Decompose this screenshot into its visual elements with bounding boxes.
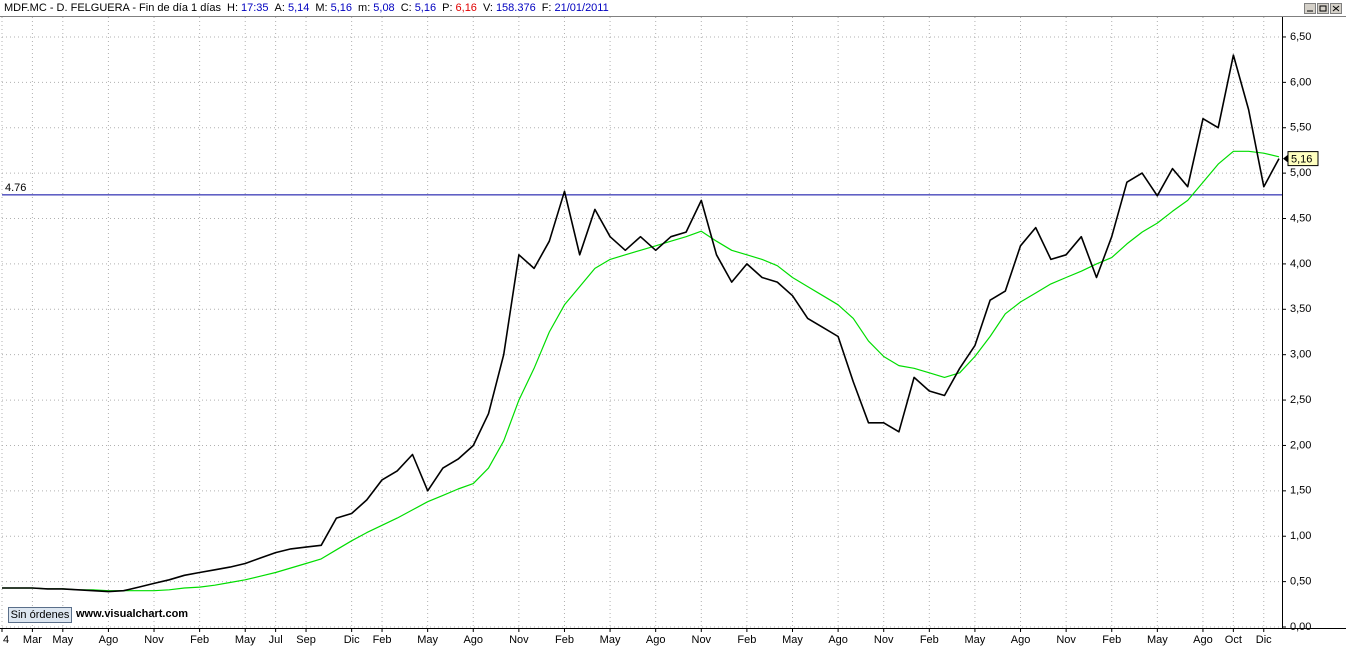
x-tick-label: May (417, 634, 438, 646)
orders-button[interactable] (8, 607, 72, 623)
field-label: M: (315, 2, 327, 14)
minimize-button[interactable] (1304, 3, 1316, 14)
field-label: H: (227, 2, 238, 14)
x-tick-label: Nov (1056, 634, 1076, 646)
field-label: A: (275, 2, 285, 14)
y-tick-label: 0,50 (1290, 576, 1311, 588)
y-tick-label: 3,00 (1290, 349, 1311, 361)
y-tick-label: 3,50 (1290, 303, 1311, 315)
x-tick-label: Jul (269, 634, 283, 646)
x-tick-label: Oct (1225, 634, 1242, 646)
field-value: 5,16 (415, 2, 436, 14)
header: MDF.MC - D. FELGUERA - Fin de día 1 días… (4, 2, 609, 14)
x-tick-label: Dic (1256, 634, 1272, 646)
x-tick-label: Nov (874, 634, 894, 646)
field-value: 6,16 (456, 2, 477, 14)
x-tick-label: May (52, 634, 73, 646)
close-icon (1332, 5, 1340, 12)
x-tick-label: May (600, 634, 621, 646)
last-price-box (1287, 151, 1319, 167)
x-tick-label: Feb (737, 634, 756, 646)
x-tick-label: Feb (373, 634, 392, 646)
x-tick-label: Dic (344, 634, 360, 646)
x-tick-label: Feb (1102, 634, 1121, 646)
x-tick-label: Ago (1011, 634, 1031, 646)
watermark: www.visualchart.com (75, 608, 188, 620)
y-tick-label: 5,50 (1290, 122, 1311, 134)
maximize-icon (1319, 5, 1327, 12)
header-text: MDF.MC - D. FELGUERA - Fin de día 1 días… (4, 2, 609, 14)
field-value: 17:35 (241, 2, 269, 14)
field-label: V: (483, 2, 493, 14)
x-tick-label: Ago (828, 634, 848, 646)
x-tick-label: Feb (190, 634, 209, 646)
x-tick-label: Ago (1193, 634, 1213, 646)
x-tick-label: Ago (99, 634, 119, 646)
field-value: 158.376 (496, 2, 536, 14)
price-line (2, 54, 1280, 593)
x-tick-label: Nov (509, 634, 529, 646)
x-tick-label: May (1147, 634, 1168, 646)
x-tick-label: May (965, 634, 986, 646)
field-label: P: (442, 2, 452, 14)
y-tick-label: 1,50 (1290, 485, 1311, 497)
field-value: 5,14 (288, 2, 309, 14)
y-tick-label: 4,00 (1290, 258, 1311, 270)
x-tick-label: Nov (692, 634, 712, 646)
x-tick-label: 4 (3, 634, 9, 646)
field-value: 5,16 (331, 2, 352, 14)
field-label: m: (358, 2, 370, 14)
symbol: MDF.MC - D. FELGUERA - Fin de día 1 días (4, 2, 222, 14)
field-label: C: (401, 2, 412, 14)
orders-button-label: Sin órdenes (11, 609, 70, 621)
x-tick-label: May (235, 634, 256, 646)
y-tick-label: 4,50 (1290, 212, 1311, 224)
reference-label: 4.76 (5, 182, 26, 194)
y-tick-label: 1,00 (1290, 530, 1311, 542)
x-tick-label: Ago (463, 634, 483, 646)
x-tick-label: Sep (296, 634, 316, 646)
y-tick-label: 2,00 (1290, 439, 1311, 451)
x-tick-label: Feb (555, 634, 574, 646)
field-value: 5,08 (373, 2, 394, 14)
y-tick-label: 2,50 (1290, 394, 1311, 406)
y-tick-label: 5,00 (1290, 167, 1311, 179)
x-tick-label: Ago (646, 634, 666, 646)
last-price-pointer (1283, 154, 1288, 163)
last-price-label: 5,16 (1291, 154, 1312, 166)
x-tick-label: May (782, 634, 803, 646)
x-tick-label: Nov (144, 634, 164, 646)
y-tick-label: 6,00 (1290, 76, 1311, 88)
window-buttons (1304, 3, 1342, 14)
average-line (2, 150, 1280, 592)
x-tick-label: Feb (920, 634, 939, 646)
y-tick-label: 6,50 (1290, 31, 1311, 43)
maximize-button[interactable] (1317, 3, 1329, 14)
x-tick-label: Mar (23, 634, 42, 646)
field-label: F: (542, 2, 552, 14)
y-tick-label: 0,00 (1290, 621, 1311, 633)
field-value: 21/01/2011 (554, 2, 608, 14)
